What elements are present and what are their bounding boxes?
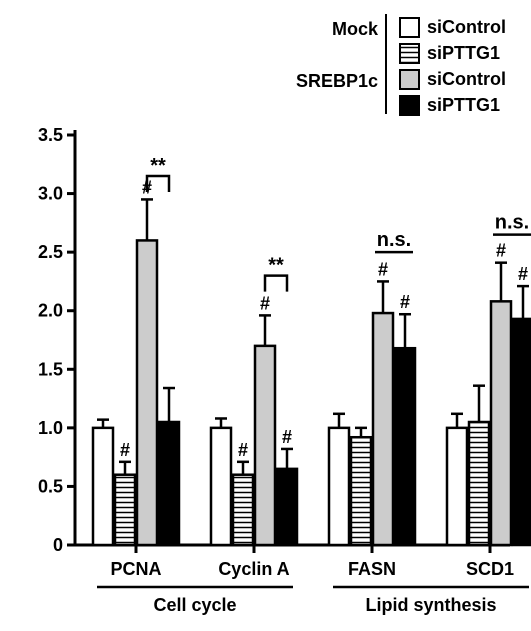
significance-label: n.s. (377, 229, 411, 251)
significance-label: n.s. (495, 212, 529, 234)
significance-label: ** (268, 255, 284, 277)
x-group-label: Lipid synthesis (365, 595, 496, 615)
bar (373, 313, 393, 545)
bar (351, 437, 371, 545)
legend-swatch (400, 96, 419, 115)
y-tick-label: 0.5 (38, 476, 63, 496)
legend-swatch (400, 70, 419, 89)
legend-item-label: siPTTG1 (427, 43, 500, 63)
legend-group-title: Mock (332, 19, 379, 39)
bar (491, 301, 511, 545)
bar (513, 319, 531, 545)
x-category-label: PCNA (110, 559, 161, 579)
y-tick-label: 1.5 (38, 359, 63, 379)
hash-annotation: # (518, 264, 528, 284)
hash-annotation: # (120, 440, 130, 460)
bar (395, 348, 415, 545)
hash-annotation: # (260, 293, 270, 313)
significance-label: ** (150, 155, 166, 177)
y-tick-label: 2.5 (38, 242, 63, 262)
bar (159, 422, 179, 545)
x-category-label: Cyclin A (218, 559, 289, 579)
hash-annotation: # (496, 241, 506, 261)
legend-item-label: siControl (427, 69, 506, 89)
hash-annotation: # (400, 292, 410, 312)
y-tick-label: 3.5 (38, 125, 63, 145)
bar (277, 469, 297, 545)
y-tick-label: 3.0 (38, 184, 63, 204)
legend-swatch (400, 44, 419, 63)
bar (211, 428, 231, 545)
bar-chart: Mock siControl siPTTG1 SREBP1c siControl siPT… (0, 0, 531, 631)
hash-annotation: # (282, 427, 292, 447)
bar (469, 422, 489, 545)
legend-swatch (400, 18, 419, 37)
bar (115, 475, 135, 545)
x-category-label: SCD1 (466, 559, 514, 579)
comparison-bracket (265, 276, 287, 292)
legend-item-label: siPTTG1 (427, 95, 500, 115)
legend-item-label: siControl (427, 17, 506, 37)
hash-annotation: # (238, 440, 248, 460)
y-tick-label: 1.0 (38, 418, 63, 438)
x-group-label: Cell cycle (153, 595, 236, 615)
y-tick-label: 0 (53, 535, 63, 555)
hash-annotation: # (378, 259, 388, 279)
bar (447, 428, 467, 545)
x-category-label: FASN (348, 559, 396, 579)
y-tick-label: 2.0 (38, 301, 63, 321)
bar (329, 428, 349, 545)
bar (137, 240, 157, 545)
legend-group-title: SREBP1c (296, 71, 378, 91)
bar (233, 475, 253, 545)
bar (93, 428, 113, 545)
bar (255, 346, 275, 545)
